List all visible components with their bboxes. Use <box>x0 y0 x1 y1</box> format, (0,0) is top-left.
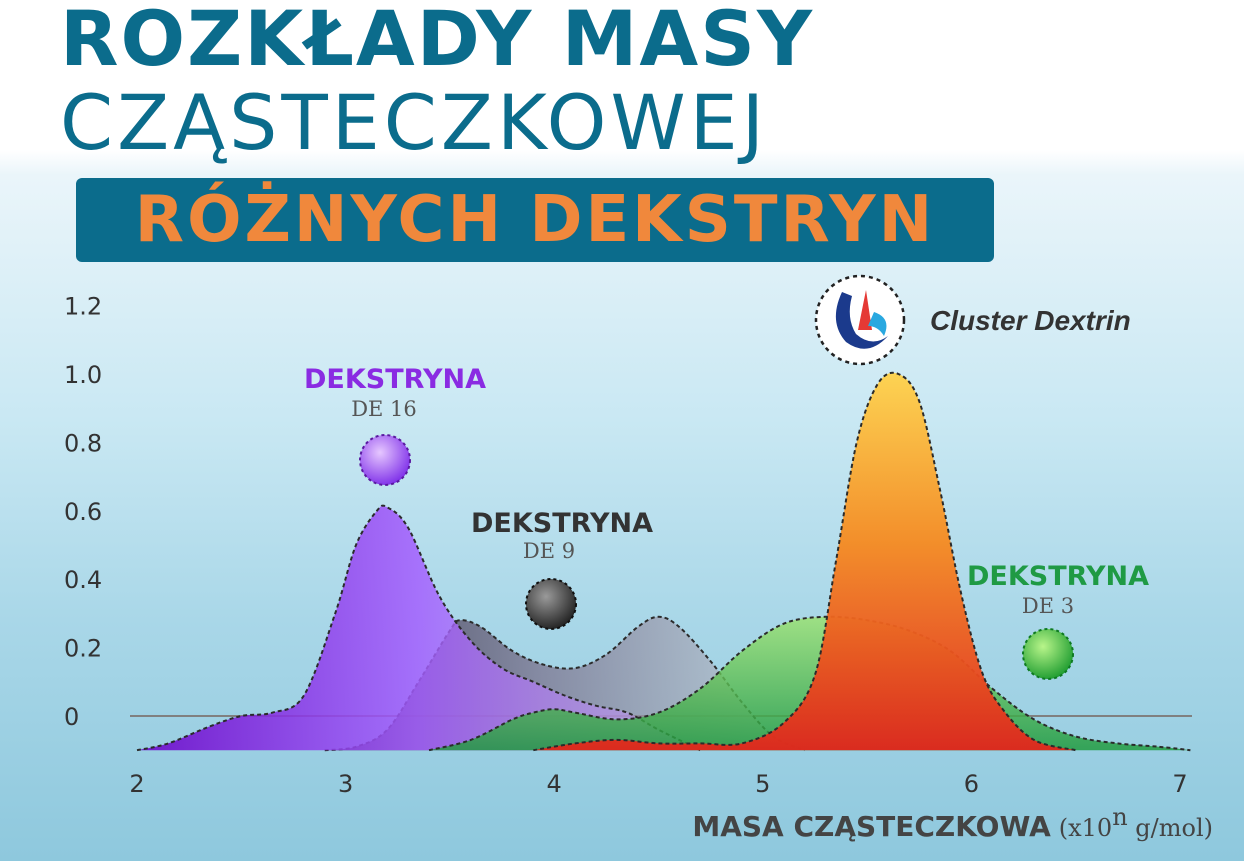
y-tick-label: 1.0 <box>64 361 102 389</box>
series-outline-cluster <box>533 371 1076 752</box>
title-line-2: CZĄSTECZKOWEJ <box>60 78 769 167</box>
x-tick-label: 3 <box>338 770 353 798</box>
y-tick-label: 1.2 <box>64 293 102 321</box>
x-tick-label: 6 <box>964 770 979 798</box>
series-area-cluster <box>533 372 1076 751</box>
x-axis-unit-suffix: g/mol) <box>1128 814 1213 842</box>
de3-dot-icon <box>1022 628 1074 680</box>
cluster-dextrin-logo: Cluster Dextrin <box>814 274 1131 366</box>
y-axis-ticks: 0 0.2 0.4 0.6 0.8 1.0 1.2 <box>64 293 102 731</box>
series-area-de16 <box>137 505 701 751</box>
label-de3-sub: DE 3 <box>1022 594 1074 618</box>
series-areas <box>136 371 1191 752</box>
x-axis-unit-prefix: (x10 <box>1059 814 1112 842</box>
subtitle-banner: RÓŻNYCH DEKSTRYN <box>76 178 994 262</box>
de9-dot-icon <box>525 578 577 630</box>
x-axis-unit-exp: n <box>1112 803 1127 831</box>
logo-flame-icon <box>858 290 872 330</box>
y-tick-label: 0.4 <box>64 566 102 594</box>
label-de16-sub: DE 16 <box>351 397 417 421</box>
logo-swirl-icon <box>835 292 888 349</box>
y-tick-label: 0.6 <box>64 498 102 526</box>
label-de9-title: DEKSTRYNA <box>471 508 653 539</box>
series-outline-de16 <box>136 504 701 752</box>
logo-brand-text: Cluster Dextrin <box>930 305 1131 336</box>
y-tick-label: 0.2 <box>64 635 102 663</box>
subtitle: RÓŻNYCH DEKSTRYN <box>134 183 936 257</box>
x-tick-label: 7 <box>1172 770 1187 798</box>
x-tick-label: 5 <box>755 770 770 798</box>
label-de16-title: DEKSTRYNA <box>304 364 486 395</box>
series-outline-de3 <box>428 615 1191 752</box>
label-de3-title: DEKSTRYNA <box>967 561 1149 592</box>
x-axis-ticks: 2 3 4 5 6 7 <box>129 770 1187 798</box>
y-tick-label: 0 <box>64 703 79 731</box>
x-tick-label: 2 <box>129 770 144 798</box>
x-tick-label: 4 <box>547 770 562 798</box>
label-de9-sub: DE 9 <box>523 539 575 563</box>
de16-dot-icon <box>359 434 411 486</box>
x-axis-label: MASA CZĄSTECZKOWA (x10n g/mol) <box>692 803 1213 843</box>
x-axis-label-main: MASA CZĄSTECZKOWA <box>692 810 1051 843</box>
title-line-1: ROZKŁADY MASY <box>60 0 815 83</box>
logo-wave-icon <box>868 312 887 336</box>
y-tick-label: 0.8 <box>64 429 102 457</box>
